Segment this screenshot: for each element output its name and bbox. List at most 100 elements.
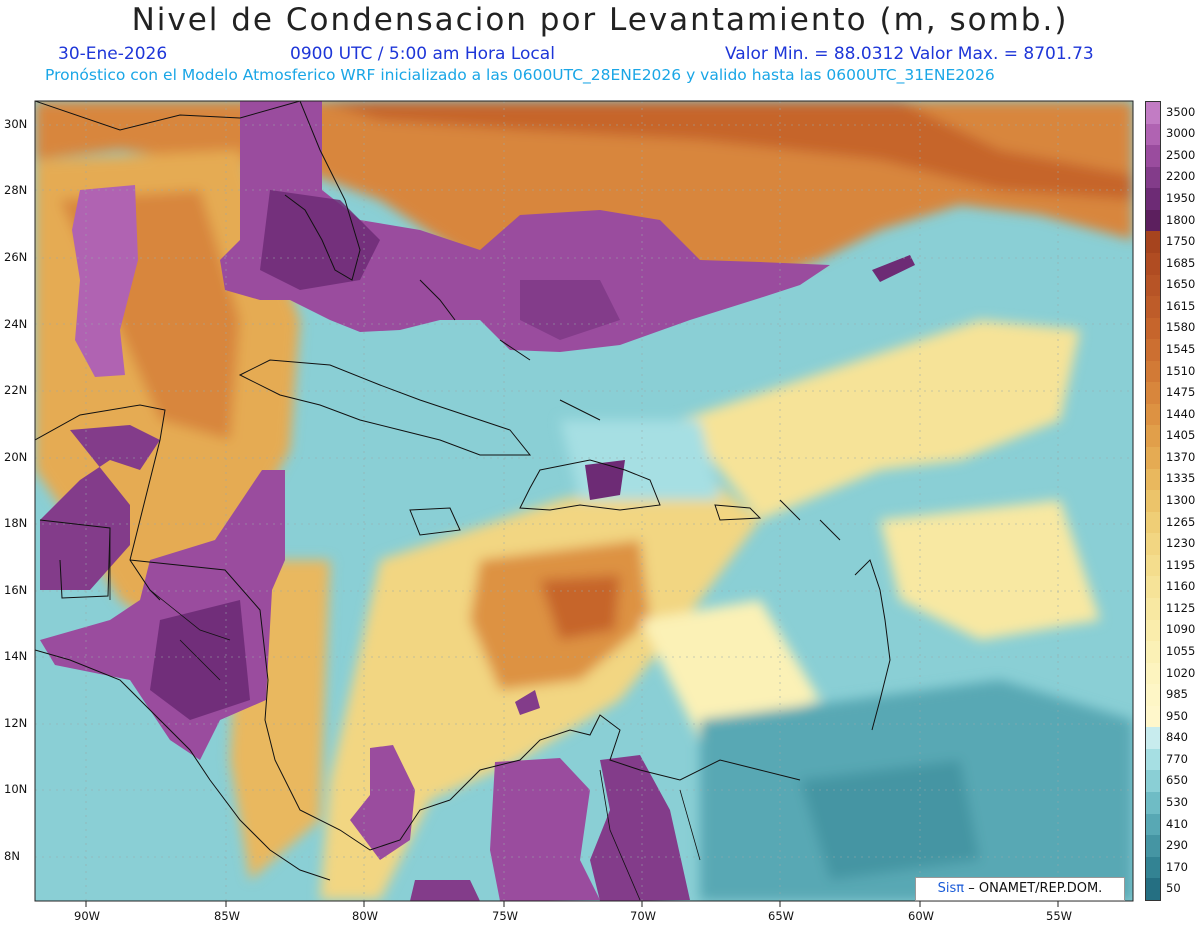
colorbar-label: 1685 <box>1166 255 1196 270</box>
colorbar-swatch <box>1146 748 1160 771</box>
colorbar-label: 290 <box>1166 838 1188 853</box>
lat-label: 26N <box>4 250 28 264</box>
colorbar-label: 950 <box>1166 708 1188 723</box>
colorbar-swatch <box>1146 166 1160 189</box>
lat-label: 8N <box>4 849 20 863</box>
colorbar-label: 1405 <box>1166 428 1196 443</box>
colorbar-label: 985 <box>1166 687 1188 702</box>
colorbar-swatch <box>1146 468 1160 491</box>
colorbar-label: 2500 <box>1166 147 1196 162</box>
colorbar-swatch <box>1146 490 1160 512</box>
colorbar <box>1145 101 1161 901</box>
lat-label: 20N <box>4 450 28 464</box>
colorbar-label: 1125 <box>1166 600 1196 615</box>
colorbar-swatch <box>1146 252 1160 275</box>
colorbar-label: 1090 <box>1166 622 1196 637</box>
colorbar-label: 1020 <box>1166 665 1196 680</box>
colorbar-label: 1475 <box>1166 385 1196 400</box>
value-range: Valor Min. = 88.0312 Valor Max. = 8701.7… <box>725 44 1094 64</box>
colorbar-label: 1950 <box>1166 191 1196 206</box>
colorbar-label: 1650 <box>1166 277 1196 292</box>
lat-label: 14N <box>4 649 28 663</box>
colorbar-swatch <box>1146 641 1160 663</box>
map-title: Nivel de Condensacion por Levantamiento … <box>131 2 1069 38</box>
colorbar-label: 1615 <box>1166 298 1196 313</box>
colorbar-label: 530 <box>1166 794 1188 809</box>
lat-label: 30N <box>4 117 28 131</box>
colorbar-label: 1195 <box>1166 557 1196 572</box>
colorbar-swatch <box>1146 533 1160 555</box>
colorbar-swatch <box>1146 339 1160 361</box>
colorbar-swatch <box>1146 403 1160 426</box>
colorbar-swatch <box>1146 835 1160 857</box>
colorbar-label: 1545 <box>1166 342 1196 357</box>
colorbar-label: 770 <box>1166 751 1188 766</box>
colorbar-swatch <box>1146 382 1160 404</box>
colorbar-swatch <box>1146 102 1160 124</box>
colorbar-label: 2200 <box>1166 169 1196 184</box>
credit-brand: Sisπ <box>937 881 965 896</box>
lon-label: 75W <box>492 909 519 923</box>
colorbar-label: 1055 <box>1166 643 1196 658</box>
colorbar-label: 650 <box>1166 773 1188 788</box>
colorbar-label: 1300 <box>1166 493 1196 507</box>
colorbar-label: 3500 <box>1166 104 1196 119</box>
colorbar-label: 1440 <box>1166 406 1196 421</box>
colorbar-label: 1335 <box>1166 471 1196 486</box>
colorbar-swatch <box>1146 231 1160 253</box>
colorbar-label: 1160 <box>1166 579 1196 594</box>
colorbar-swatch <box>1146 792 1160 814</box>
colorbar-swatch <box>1146 274 1160 297</box>
colorbar-swatch <box>1146 576 1160 598</box>
lon-label: 90W <box>74 909 101 923</box>
lon-label: 70W <box>630 909 657 923</box>
lon-label: 85W <box>214 909 241 923</box>
colorbar-label: 170 <box>1166 859 1188 874</box>
colorbar-label: 1580 <box>1166 320 1196 335</box>
lat-label: 18N <box>4 516 28 530</box>
colorbar-label: 1750 <box>1166 234 1196 249</box>
colorbar-swatch <box>1146 554 1160 577</box>
colorbar-label: 1800 <box>1166 212 1196 227</box>
colorbar-swatch <box>1146 123 1160 146</box>
colorbar-label: 1510 <box>1166 363 1196 378</box>
colorbar-swatch <box>1146 856 1160 879</box>
colorbar-swatch <box>1146 727 1160 749</box>
lon-label: 65W <box>768 909 795 923</box>
colorbar-swatch <box>1146 317 1160 340</box>
colorbar-swatch <box>1146 813 1160 836</box>
lat-label: 28N <box>4 183 28 197</box>
colorbar-swatch <box>1146 360 1160 383</box>
colorbar-label: 840 <box>1166 730 1188 745</box>
colorbar-swatch <box>1146 511 1160 534</box>
colorbar-swatch <box>1146 447 1160 469</box>
colorbar-swatch <box>1146 619 1160 642</box>
forecast-time: 0900 UTC / 5:00 am Hora Local <box>290 44 555 64</box>
lat-label: 24N <box>4 317 28 331</box>
colorbar-label: 50 <box>1166 881 1181 896</box>
colorbar-swatch <box>1146 878 1160 900</box>
colorbar-swatch <box>1146 662 1160 685</box>
forecast-date: 30-Ene-2026 <box>58 44 168 64</box>
colorbar-swatch <box>1146 188 1160 210</box>
lon-label: 55W <box>1046 909 1073 923</box>
colorbar-swatch <box>1146 209 1160 232</box>
lat-label: 12N <box>4 716 28 730</box>
colorbar-label: 1265 <box>1166 514 1196 529</box>
lat-label: 22N <box>4 383 28 397</box>
credit-text: – ONAMET/REP.DOM. <box>968 881 1103 896</box>
colorbar-label: 410 <box>1166 816 1188 831</box>
colorbar-swatch <box>1146 296 1160 318</box>
colorbar-swatch <box>1146 770 1160 792</box>
lat-label: 10N <box>4 782 28 796</box>
model-info: Pronóstico con el Modelo Atmosferico WRF… <box>45 66 995 84</box>
credit-box: Sisπ – ONAMET/REP.DOM. <box>915 877 1125 901</box>
colorbar-swatch <box>1146 684 1160 706</box>
lon-label: 60W <box>908 909 935 923</box>
colorbar-label: 1370 <box>1166 449 1196 464</box>
lat-label: 16N <box>4 583 28 597</box>
colorbar-swatch <box>1146 597 1160 620</box>
colorbar-swatch <box>1146 425 1160 447</box>
colorbar-label: 3000 <box>1166 126 1196 141</box>
